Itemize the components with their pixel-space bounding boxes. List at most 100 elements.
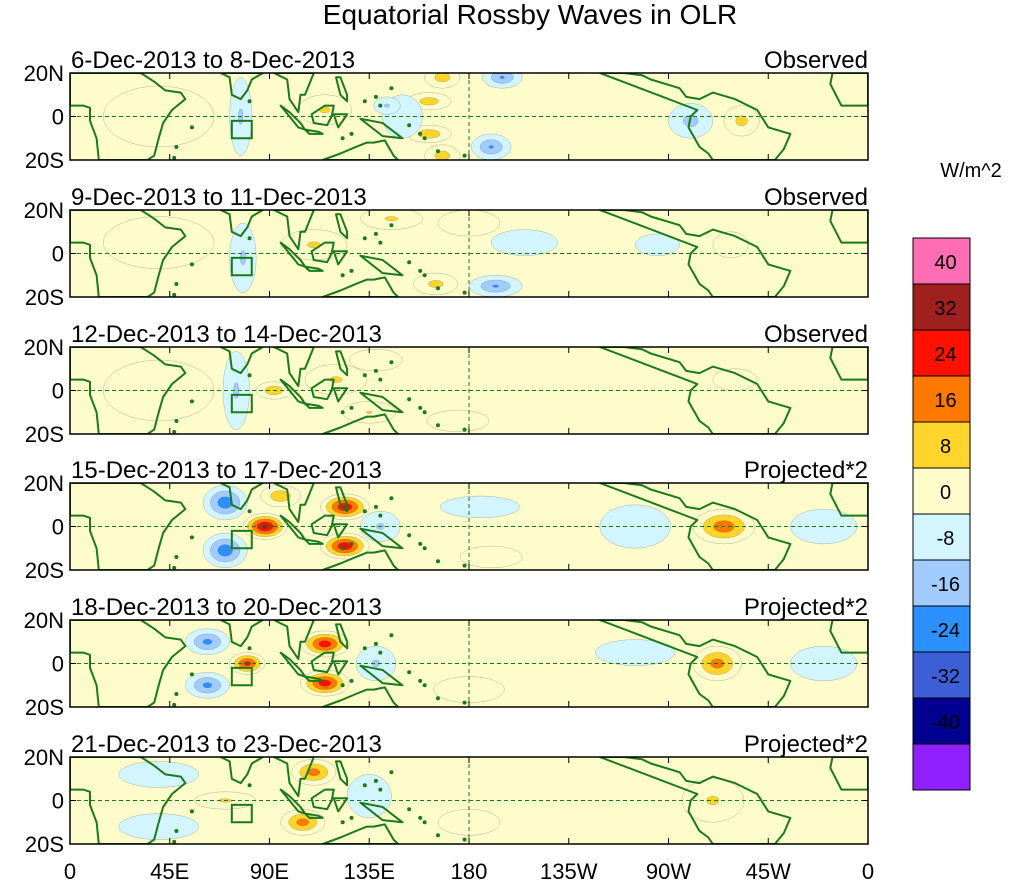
anomaly-contour xyxy=(349,348,403,372)
y-tick-label: 0 xyxy=(52,242,64,267)
island xyxy=(247,646,252,651)
coastline xyxy=(332,387,349,403)
coastline xyxy=(359,664,404,687)
y-tick-label: 20S xyxy=(25,558,64,583)
panel-type-label: Observed xyxy=(764,47,868,74)
anomaly-contour xyxy=(103,216,215,269)
coastline xyxy=(332,113,349,129)
coastline xyxy=(70,757,187,844)
island xyxy=(418,268,423,273)
island xyxy=(349,541,354,546)
anomaly-contour xyxy=(595,639,676,666)
coastline xyxy=(335,76,349,103)
x-tick-label: 0 xyxy=(862,859,874,884)
y-tick-label: 0 xyxy=(52,379,64,404)
coastline xyxy=(219,73,264,101)
anomaly-contour xyxy=(118,813,199,840)
colorbar-tick-label: -32 xyxy=(931,666,960,688)
island xyxy=(435,423,440,428)
anomaly-contour xyxy=(202,638,213,645)
anomaly-mark xyxy=(413,272,459,296)
island xyxy=(362,646,367,651)
island xyxy=(247,509,252,514)
coastline xyxy=(335,623,349,650)
anomaly-mark xyxy=(202,532,248,569)
colorbar-swatch xyxy=(912,605,971,653)
anomaly-mark xyxy=(468,275,523,297)
island xyxy=(462,290,467,295)
anomaly-mark xyxy=(439,495,521,518)
anomaly-mark xyxy=(242,513,288,540)
x-tick-label: 0 xyxy=(64,859,76,884)
y-tick-label: 20N xyxy=(24,745,64,770)
x-tick-label: 135E xyxy=(344,859,395,884)
anomaly-contour xyxy=(706,795,720,806)
x-tick-label: 180 xyxy=(451,859,488,884)
island xyxy=(349,405,354,410)
island xyxy=(407,807,412,812)
anomaly-mark xyxy=(118,813,199,840)
anomaly-mark xyxy=(346,774,392,819)
anomaly-mark xyxy=(426,409,490,433)
coastline xyxy=(829,210,868,244)
coastline xyxy=(219,347,264,375)
island xyxy=(189,535,194,540)
coastline xyxy=(335,350,349,377)
island xyxy=(247,236,252,241)
x-tick-label: 135W xyxy=(540,859,598,884)
coastline xyxy=(219,483,264,511)
island xyxy=(407,123,412,128)
island xyxy=(340,683,345,688)
y-tick-label: 20N xyxy=(24,198,64,223)
y-tick-label: 20N xyxy=(24,608,64,633)
panel-date-range: 15-Dec-2013 to 17-Dec-2013 xyxy=(71,457,382,484)
colorbar-units: W/m^2 xyxy=(940,160,1002,182)
island xyxy=(407,397,412,402)
anomaly-contour xyxy=(270,490,291,502)
x-tick-label: 45E xyxy=(150,859,189,884)
anomaly-mark xyxy=(424,73,461,89)
island xyxy=(422,273,427,278)
anomaly-mark xyxy=(424,144,461,160)
region-box xyxy=(230,666,253,687)
coastline xyxy=(321,823,400,844)
coastlines xyxy=(70,757,868,844)
island xyxy=(247,99,252,104)
anomaly-mark xyxy=(471,133,512,160)
anomaly-contour xyxy=(296,818,309,827)
coastlines xyxy=(70,483,868,570)
anomaly-contour xyxy=(118,761,199,788)
coastlines xyxy=(70,73,868,160)
coastline xyxy=(359,391,404,414)
island xyxy=(407,260,412,265)
island xyxy=(422,410,427,415)
island xyxy=(340,820,345,825)
island xyxy=(462,427,467,432)
panel-1: 20N 0 20S 6-Dec-2013 to 8-Dec-2013 Observed xyxy=(24,47,869,173)
anomaly-mark xyxy=(373,96,401,115)
island xyxy=(389,633,394,638)
region-box xyxy=(230,529,253,550)
coastline xyxy=(304,675,324,682)
colorbar-swatch xyxy=(912,743,971,791)
y-tick-label: 20N xyxy=(24,335,64,360)
anomaly-mark xyxy=(185,628,230,656)
y-tick-label: 20S xyxy=(25,148,64,173)
island xyxy=(174,554,179,559)
anomaly-contour xyxy=(735,115,748,127)
island xyxy=(418,678,423,683)
anomaly-contour xyxy=(434,150,451,160)
island xyxy=(389,770,394,775)
panel-date-range: 21-Dec-2013 to 23-Dec-2013 xyxy=(71,731,382,758)
coastline xyxy=(272,210,315,251)
island xyxy=(349,268,354,273)
coastline xyxy=(598,483,792,570)
coastline xyxy=(359,527,404,550)
coastline xyxy=(304,265,324,272)
anomaly-contour xyxy=(428,280,444,288)
coastline xyxy=(304,538,324,545)
coastline xyxy=(321,276,400,297)
island xyxy=(418,131,423,136)
island xyxy=(362,99,367,104)
region-box xyxy=(230,119,253,140)
